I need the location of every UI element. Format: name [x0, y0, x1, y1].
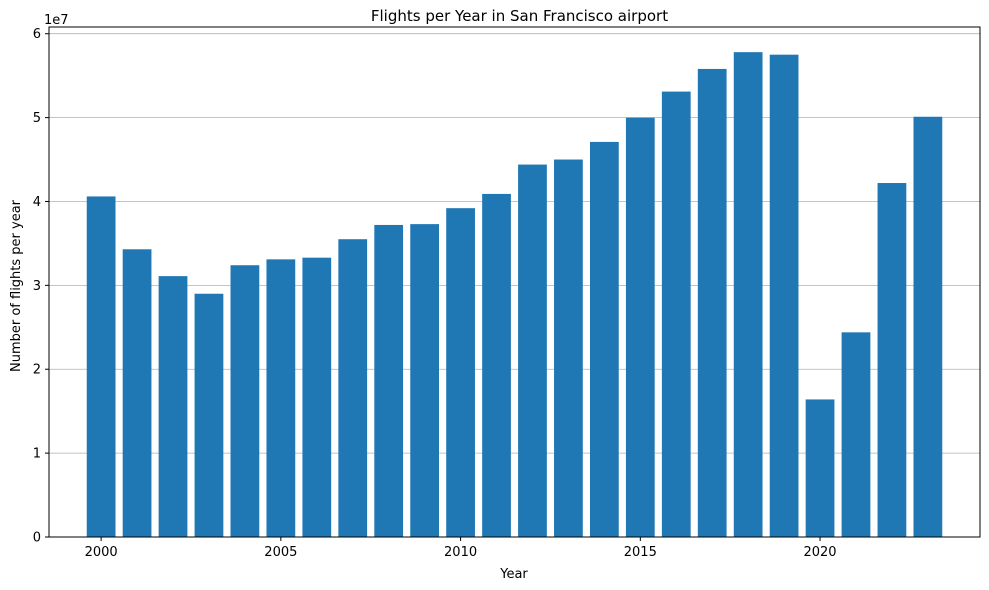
y-tick-label: 3 [33, 279, 41, 294]
bar-2022 [877, 183, 907, 538]
y-axis-ticks: 0 1 2 3 4 5 6 [33, 27, 49, 546]
x-axis-ticks: 2000 2005 2010 2015 2020 [85, 537, 837, 560]
bar-2018 [733, 52, 763, 537]
y-axis-multiplier: 1e7 [44, 13, 69, 28]
bar-2006 [302, 257, 332, 537]
bar-2023 [913, 116, 943, 537]
y-tick-label: 5 [33, 111, 41, 126]
x-tick-label: 2000 [85, 545, 118, 560]
bar-2009 [410, 224, 440, 537]
x-tick-label: 2005 [264, 545, 297, 560]
bar-2005 [266, 259, 296, 537]
y-tick-label: 1 [33, 447, 41, 462]
bar-2021 [841, 332, 871, 537]
y-tick-label: 6 [33, 27, 41, 42]
x-tick-label: 2010 [444, 545, 477, 560]
x-tick-label: 2015 [624, 545, 657, 560]
y-axis-label: Number of flights per year [9, 199, 24, 372]
y-tick-label: 4 [33, 195, 41, 210]
bar-2001 [122, 249, 152, 537]
chart-title: Flights per Year in San Francisco airpor… [371, 7, 668, 25]
bar-2019 [769, 54, 799, 538]
bar-2014 [589, 141, 619, 537]
bar-2012 [518, 164, 547, 537]
y-tick-label: 2 [33, 363, 41, 378]
bar-2004 [230, 265, 260, 537]
bar-2002 [158, 276, 188, 537]
x-tick-label: 2020 [803, 545, 836, 560]
bar-2013 [554, 159, 583, 537]
bar-2003 [194, 293, 224, 537]
bar-2017 [697, 68, 727, 537]
bar-2010 [446, 208, 475, 537]
bar-2000 [86, 196, 116, 537]
bar-2016 [661, 91, 691, 538]
bar-2007 [338, 239, 368, 537]
bar-2008 [374, 224, 404, 538]
y-tick-label: 0 [33, 531, 41, 546]
plot-frame [48, 26, 981, 538]
x-axis-label: Year [499, 567, 528, 582]
bars [86, 52, 943, 538]
y-gridlines [49, 33, 980, 538]
bar-2011 [482, 193, 511, 537]
bar-2020 [805, 399, 835, 537]
bar-2015 [625, 117, 655, 537]
